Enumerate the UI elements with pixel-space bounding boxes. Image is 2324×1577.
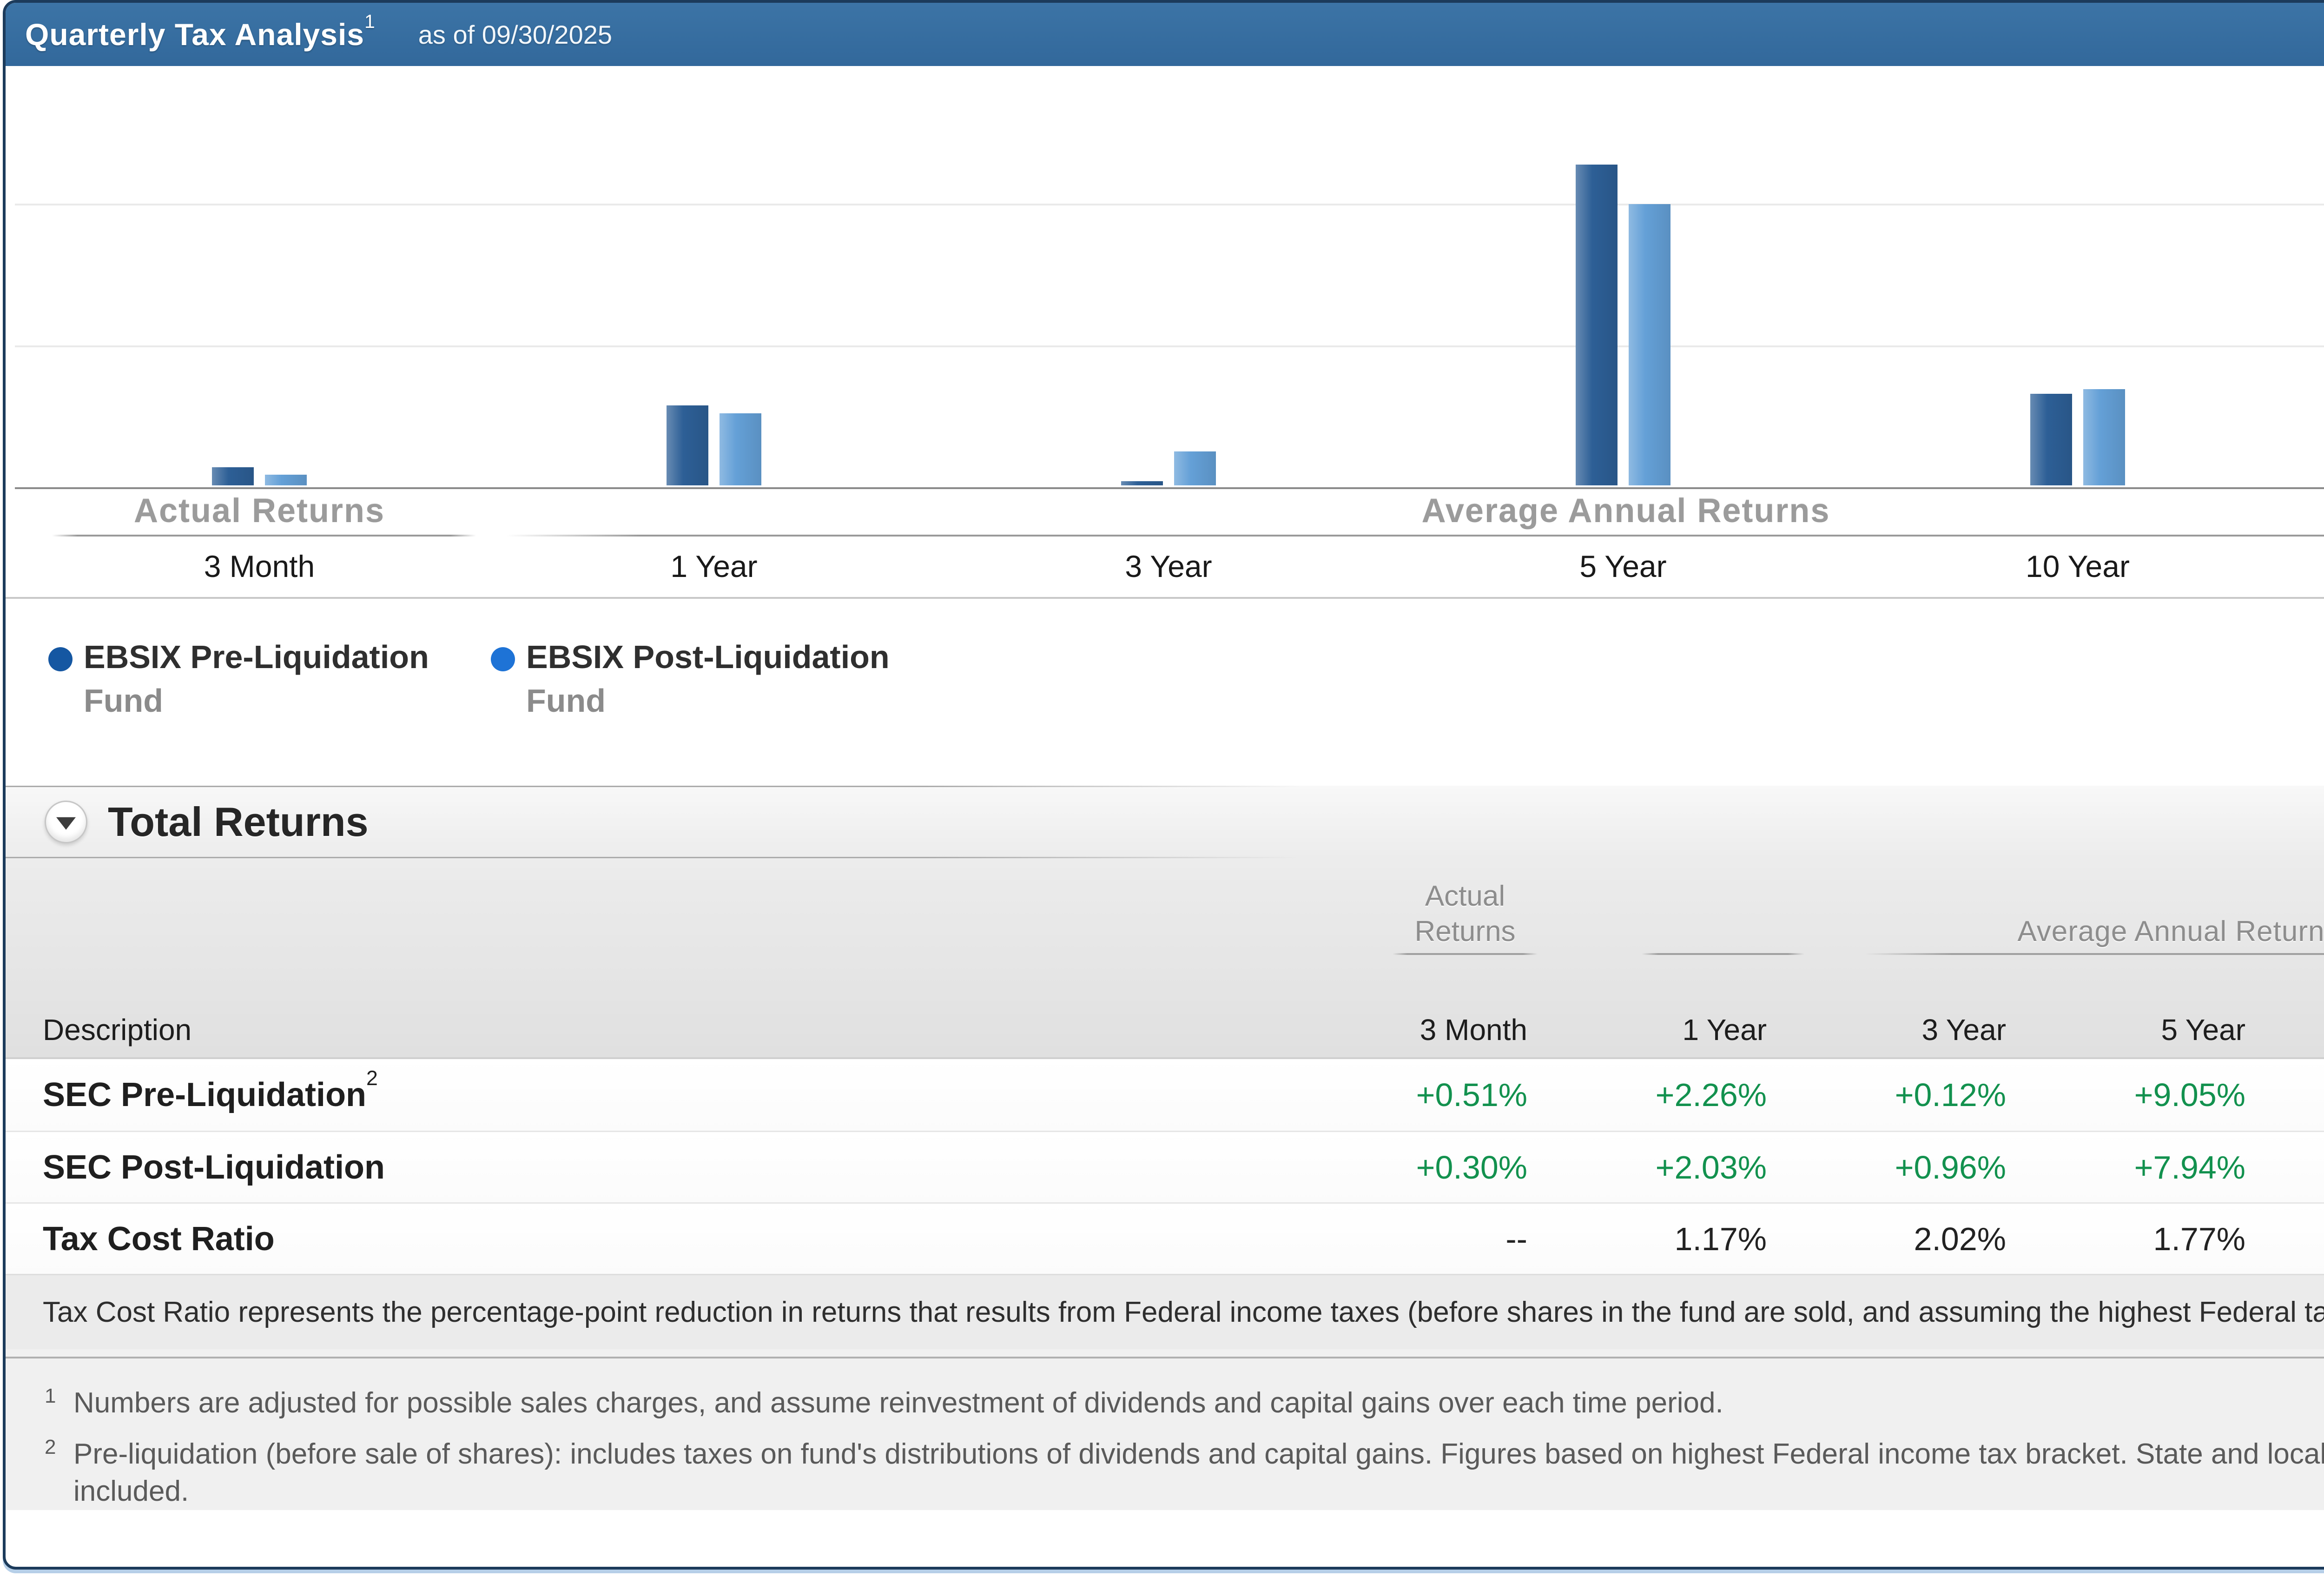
bar-ebsix-post-liquidation-fund-5-year xyxy=(1629,204,1670,485)
bar-ebsix-post-liquidation-fund-3-year xyxy=(1174,451,1216,485)
footnotes: 1 Numbers are adjusted for possible sales… xyxy=(6,1357,2324,1510)
legend-dot-post-liquidation-icon xyxy=(491,647,515,671)
legend-label-sub: Fund xyxy=(526,682,606,719)
column-header-description: Description xyxy=(43,1013,192,1047)
table-row: Tax Cost Ratio--1.17%2.02%1.77%2.01%-- xyxy=(6,1202,2324,1274)
cell-value: 1.17% xyxy=(1674,1220,1767,1257)
legend-label: EBSIX Pre-Liquidation xyxy=(84,639,429,675)
cell-value: +9.05% xyxy=(2134,1077,2245,1113)
legend-label-sub: Fund xyxy=(84,682,164,719)
as-of-date: as of 09/30/2025 xyxy=(418,20,613,49)
cell-value: +0.12% xyxy=(1895,1077,2006,1113)
cell-value: +0.51% xyxy=(1416,1077,1527,1113)
bar-ebsix-post-liquidation-fund-10-year xyxy=(2083,389,2125,485)
legend-dot-pre-liquidation-icon xyxy=(48,647,73,671)
bar-ebsix-post-liquidation-fund-1-year xyxy=(720,413,761,485)
group-header-average-annual-returns: Average Annual Returns xyxy=(2017,915,2324,948)
group-header-actual-returns: Actual Returns xyxy=(1414,880,1516,948)
section-title: Total Returns xyxy=(108,799,369,845)
bar-ebsix-pre-liquidation-fund-5-year xyxy=(1576,164,1618,485)
footnote: 2 Pre-liquidation (before sale of shares)… xyxy=(45,1436,2324,1510)
total-returns-section: Total Returns Actual Returns Average Ann… xyxy=(6,786,2324,1510)
category-label: 3 Year xyxy=(1125,549,1212,583)
group-underline xyxy=(1393,953,1538,955)
table-body: SEC Pre-Liquidation2 +0.51% +2.26% +0.12% +9… xyxy=(6,1059,2324,1274)
triangle-down-icon xyxy=(56,817,76,830)
panel-header: Quarterly Tax Analysis1 as of 09/30/2025 xyxy=(6,3,2324,66)
column-header-1-year: 1 Year xyxy=(1682,1013,1767,1047)
cell-value: -- xyxy=(1505,1220,1527,1257)
cell-value: 2.01% xyxy=(2245,1220,2324,1258)
bar-ebsix-post-liquidation-fund-3-month xyxy=(265,475,307,485)
gridline xyxy=(15,204,2324,205)
legend-label: EBSIX Post-Liquidation xyxy=(526,639,890,675)
column-header-5-year: 5 Year xyxy=(2161,1013,2245,1047)
cell-value: +0.30% xyxy=(1416,1149,1527,1186)
column-header-3-month: 3 Month xyxy=(1419,1013,1527,1047)
footnote-marker: 2 xyxy=(45,1436,56,1458)
bar-ebsix-pre-liquidation-fund-1-year xyxy=(667,405,708,485)
chart-group-label: Average Annual Returns xyxy=(1421,492,1830,530)
footnote-marker: 1 xyxy=(45,1385,56,1407)
collapse-toggle-button[interactable] xyxy=(45,801,87,843)
chart-group-underline xyxy=(507,535,2324,537)
footnote-text: Numbers are adjusted for possible sales … xyxy=(73,1387,1723,1419)
group-underline xyxy=(1865,953,2324,955)
title-footnote-marker: 1 xyxy=(364,10,376,32)
legend-item-pre-liquidation: EBSIX Pre-Liquidation Fund xyxy=(48,635,429,722)
bar-ebsix-pre-liquidation-fund-3-year xyxy=(1121,481,1163,485)
cell-value: +0.96% xyxy=(1895,1149,2006,1186)
group-underline xyxy=(1642,953,1804,955)
row-label: SEC Post-Liquidation xyxy=(43,1148,385,1186)
cell-value: +2.03% xyxy=(1655,1149,1767,1186)
category-label: 5 Year xyxy=(1579,549,1667,583)
row-label: Tax Cost Ratio xyxy=(43,1220,275,1258)
gridline xyxy=(15,345,2324,347)
x-axis-baseline xyxy=(15,487,2324,489)
column-header-row: Description 3 Month 1 Year 3 Year 5 Year10 … xyxy=(6,973,2324,1047)
chart-legend: EBSIX Pre-Liquidation Fund EBSIX Post-Li… xyxy=(6,599,2324,786)
cell-value: +2.26% xyxy=(1655,1077,1767,1113)
chart-group-label: Actual Returns xyxy=(133,492,385,530)
column-header-3-year: 3 Year xyxy=(1921,1013,2006,1047)
quarterly-tax-analysis-panel: Quarterly Tax Analysis1 as of 09/30/2025… xyxy=(3,0,2324,1570)
section-header: Total Returns xyxy=(6,786,2324,858)
column-header-10-year: 10 Year xyxy=(2245,1013,2324,1047)
chart-group-underline xyxy=(52,535,476,537)
footnote-text: Pre-liquidation (before sale of shares):… xyxy=(73,1438,2324,1507)
table-row: SEC Post-Liquidation +0.30% +2.03% +0.96% +7… xyxy=(6,1131,2324,1202)
page-title: Quarterly Tax Analysis1 xyxy=(25,10,376,52)
table-header: Actual Returns Average Annual Returns De… xyxy=(6,858,2324,1059)
footnote: 1 Numbers are adjusted for possible sales… xyxy=(45,1385,2324,1422)
row-label: SEC Pre-Liquidation2 xyxy=(43,1067,378,1113)
cell-value: +2.59% xyxy=(2245,1076,2324,1113)
bar-ebsix-pre-liquidation-fund-10-year xyxy=(2030,393,2072,485)
category-label: 10 Year xyxy=(2026,549,2130,583)
category-label: 3 Month xyxy=(204,549,315,583)
cell-value: 2.02% xyxy=(1914,1220,2006,1257)
tax-cost-ratio-note: Tax Cost Ratio represents the percentage… xyxy=(6,1274,2324,1349)
legend-item-post-liquidation: EBSIX Post-Liquidation Fund xyxy=(491,635,890,722)
cell-value: +2.71% xyxy=(2245,1149,2324,1186)
category-label: 1 Year xyxy=(670,549,758,583)
table-row: SEC Pre-Liquidation2 +0.51% +2.26% +0.12% +9… xyxy=(6,1059,2324,1131)
cell-value: +7.94% xyxy=(2134,1149,2245,1186)
bar-ebsix-pre-liquidation-fund-3-month xyxy=(212,467,254,485)
cell-value: 1.77% xyxy=(2153,1220,2245,1257)
